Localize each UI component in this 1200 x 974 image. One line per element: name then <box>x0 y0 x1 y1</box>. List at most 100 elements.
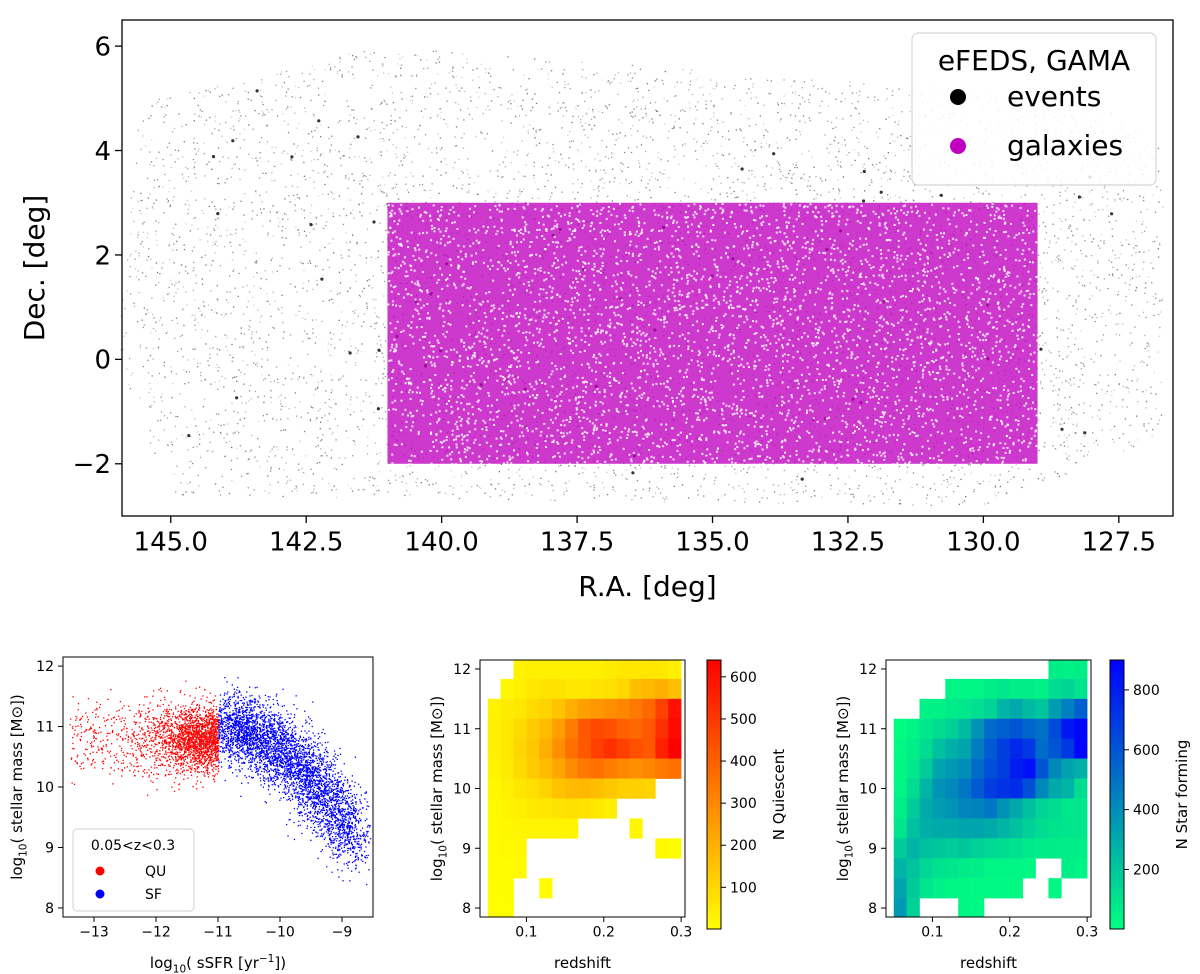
event-point <box>621 170 623 173</box>
event-point <box>356 241 358 243</box>
event-point <box>1044 374 1046 376</box>
event-point <box>348 177 350 179</box>
event-point <box>1109 304 1111 307</box>
event-point <box>1057 290 1059 293</box>
event-point <box>663 97 665 99</box>
event-point <box>912 504 914 506</box>
event-point <box>207 90 210 92</box>
event-point <box>828 92 830 94</box>
event-point <box>139 397 141 399</box>
event-point <box>330 290 332 292</box>
event-point <box>799 131 801 133</box>
event-point <box>985 190 987 192</box>
event-point <box>687 196 689 198</box>
event-point <box>929 190 931 193</box>
event-point <box>892 491 894 493</box>
event-point <box>256 160 258 162</box>
event-point <box>747 177 750 180</box>
event-point <box>507 468 510 471</box>
event-point <box>316 265 318 267</box>
event-point <box>510 108 512 110</box>
event-point <box>534 93 536 95</box>
event-point <box>906 471 908 473</box>
event-point <box>703 142 705 144</box>
event-point <box>159 273 161 275</box>
event-point <box>1059 370 1061 372</box>
event-point <box>449 485 451 487</box>
event-point <box>849 85 851 87</box>
event-point <box>297 197 299 199</box>
event-point <box>366 228 369 230</box>
event-point <box>478 96 480 98</box>
event-point <box>299 305 301 307</box>
event-point <box>1118 437 1121 439</box>
event-point <box>173 234 175 236</box>
event-point <box>259 157 261 159</box>
event-point <box>647 183 649 185</box>
event-point <box>942 474 944 476</box>
event-point <box>674 115 676 117</box>
event-point <box>276 115 279 117</box>
event-point <box>777 104 779 106</box>
event-point <box>547 179 549 182</box>
event-point <box>386 193 388 195</box>
event-point <box>309 177 311 179</box>
event-point <box>373 52 375 54</box>
event-point <box>1097 260 1099 262</box>
event-point <box>791 481 793 483</box>
event-point <box>1061 220 1063 222</box>
event-point <box>552 490 554 492</box>
event-point <box>857 151 860 154</box>
event-point <box>196 446 198 448</box>
event-point <box>423 189 425 191</box>
event-point <box>614 177 616 179</box>
event-point <box>350 269 352 271</box>
event-point <box>491 484 493 486</box>
event-point <box>140 148 142 151</box>
event-point <box>887 199 889 201</box>
event-point <box>785 179 787 181</box>
event-point <box>310 262 312 264</box>
event-point <box>484 68 487 70</box>
event-point <box>455 84 457 86</box>
event-point <box>193 358 195 361</box>
event-point <box>143 324 145 326</box>
event-point <box>383 360 385 362</box>
event-point <box>743 137 745 139</box>
event-point <box>873 200 875 202</box>
event-point <box>879 468 881 470</box>
event-point <box>231 167 233 169</box>
event-point <box>1057 310 1059 312</box>
event-point <box>349 241 351 243</box>
event-point <box>892 90 894 92</box>
event-point <box>738 165 740 168</box>
event-point <box>537 188 539 190</box>
event-point <box>367 436 369 438</box>
event-point <box>789 139 791 141</box>
event-point <box>386 203 388 205</box>
event-point <box>1042 290 1044 292</box>
event-point <box>236 457 238 459</box>
event-point <box>219 494 222 496</box>
event-point <box>151 297 153 299</box>
event-point <box>1094 313 1096 315</box>
event-point <box>204 398 206 400</box>
event-point <box>427 67 429 69</box>
event-point <box>1070 351 1072 353</box>
event-point <box>1107 374 1109 376</box>
event-point <box>361 215 363 217</box>
event-point <box>648 120 650 123</box>
event-point <box>1075 301 1077 303</box>
event-point <box>1146 345 1148 348</box>
event-point <box>627 166 629 168</box>
event-point <box>700 485 702 488</box>
event-point <box>272 418 274 420</box>
event-point <box>343 208 345 210</box>
event-point <box>251 218 253 220</box>
event-point <box>272 292 274 294</box>
event-point <box>225 313 227 315</box>
event-point <box>634 495 636 497</box>
event-point <box>130 374 132 376</box>
event-point <box>373 120 375 122</box>
event-point <box>381 352 383 354</box>
